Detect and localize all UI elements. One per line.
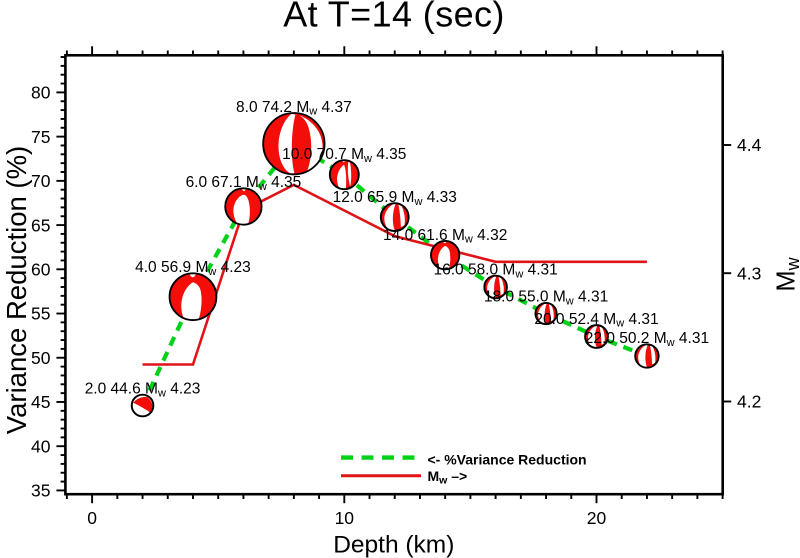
svg-text:14.0 61.6 Mw 4.32: 14.0 61.6 Mw 4.32	[383, 227, 507, 246]
svg-text:60: 60	[31, 260, 51, 280]
svg-text:22.0 50.2 Mw 4.31: 22.0 50.2 Mw 4.31	[585, 330, 709, 349]
svg-text:Mw –>: Mw –>	[428, 468, 468, 486]
svg-text:4.2: 4.2	[737, 392, 761, 412]
svg-text:50: 50	[31, 348, 51, 368]
svg-text:20.0 52.4 Mw 4.31: 20.0 52.4 Mw 4.31	[534, 311, 658, 330]
svg-text:4.4: 4.4	[737, 135, 762, 155]
svg-text:10: 10	[335, 508, 355, 528]
svg-text:75: 75	[31, 127, 50, 147]
svg-text:At T=14 (sec): At T=14 (sec)	[283, 0, 505, 35]
svg-text:4.3: 4.3	[737, 263, 761, 283]
svg-text:4.0 56.9 Mw 4.23: 4.0 56.9 Mw 4.23	[135, 259, 251, 278]
svg-text:10.0 70.7 Mw 4.35: 10.0 70.7 Mw 4.35	[282, 146, 406, 165]
svg-text:80: 80	[31, 83, 51, 103]
svg-text:65: 65	[31, 215, 50, 235]
svg-text:Depth (km): Depth (km)	[333, 532, 454, 558]
svg-text:18.0 55.0 Mw 4.31: 18.0 55.0 Mw 4.31	[484, 289, 608, 308]
svg-text:35: 35	[31, 481, 50, 501]
svg-text:70: 70	[31, 171, 51, 191]
svg-text:55: 55	[31, 304, 50, 324]
svg-text:6.0 67.1 Mw 4.35: 6.0 67.1 Mw 4.35	[186, 174, 302, 193]
svg-text:16.0 58.0 Mw 4.31: 16.0 58.0 Mw 4.31	[433, 261, 557, 280]
svg-text:2.0 44.6 Mw 4.23: 2.0 44.6 Mw 4.23	[85, 381, 201, 400]
svg-text:<- %Variance Reduction: <- %Variance Reduction	[428, 451, 587, 467]
svg-text:8.0 74.2 Mw 4.37: 8.0 74.2 Mw 4.37	[236, 99, 352, 118]
svg-text:12.0 65.9 Mw 4.33: 12.0 65.9 Mw 4.33	[333, 189, 457, 208]
svg-text:40: 40	[31, 436, 51, 456]
svg-text:Mw: Mw	[773, 256, 800, 291]
svg-text:0: 0	[87, 508, 97, 528]
svg-text:45: 45	[31, 392, 50, 412]
svg-text:20: 20	[587, 508, 607, 528]
svg-text:Variance Reduction (%): Variance Reduction (%)	[1, 146, 32, 434]
